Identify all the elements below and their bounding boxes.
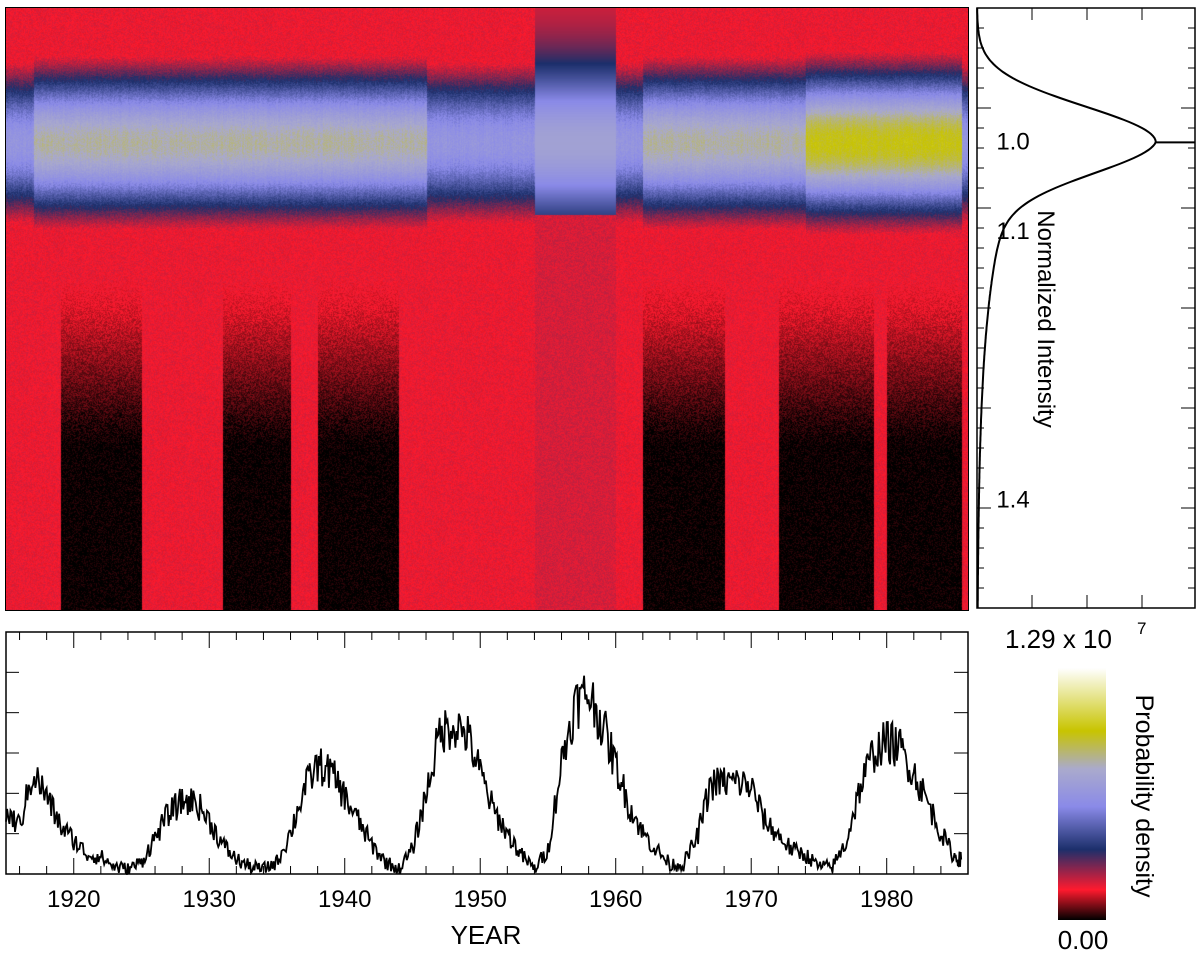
x-tick-label: 1980: [860, 886, 913, 913]
probability-heatmap: [5, 7, 969, 611]
colorbar-title: Probability density: [1130, 695, 1158, 898]
year-axis: 1920 1930 1940 1950 1960 1970 1980 YEAR: [47, 886, 913, 950]
profile-y-axis-label: Normalized Intensity: [1032, 210, 1059, 427]
profile-y-tick-label: 1.0: [996, 128, 1029, 155]
intensity-profile-panel: 1.0 1.1 1.4 Normalized Intensity: [976, 7, 1196, 609]
colorbar-gradient: [1058, 668, 1106, 920]
colorbar-min-label: 0.00: [1058, 925, 1109, 955]
year-axis-labels: 1920 1930 1940 1950 1960 1970 1980 YEAR: [0, 880, 980, 950]
colorbar-max-exponent: 7: [1137, 619, 1146, 638]
x-tick-label: 1930: [183, 886, 236, 913]
x-tick-label: 1970: [725, 886, 778, 913]
x-tick-label: 1920: [47, 886, 100, 913]
profile-y-tick-label: 1.4: [996, 487, 1029, 514]
heatmap-canvas: [6, 8, 968, 610]
x-tick-label: 1940: [318, 886, 371, 913]
intensity-profile-plot: 1.0 1.1 1.4 Normalized Intensity: [976, 7, 1196, 609]
profile-frame: [976, 7, 1196, 609]
x-tick-label: 1960: [589, 886, 642, 913]
time-series-plot: [5, 631, 969, 877]
profile-y-tick-label: 1.1: [996, 218, 1029, 245]
colorbar-panel: 1.29 x 10 7 0.00 Probability density: [1000, 616, 1200, 955]
profile-curve: [976, 8, 1157, 608]
time-series-line: [5, 675, 963, 877]
time-series-frame: [5, 631, 969, 875]
colorbar: 1.29 x 10 7 0.00 Probability density: [1005, 619, 1158, 955]
time-series-panel: [5, 631, 969, 877]
x-tick-label: 1950: [454, 886, 507, 913]
colorbar-max-label: 1.29 x 10: [1005, 624, 1112, 654]
x-axis-label: YEAR: [451, 920, 522, 950]
